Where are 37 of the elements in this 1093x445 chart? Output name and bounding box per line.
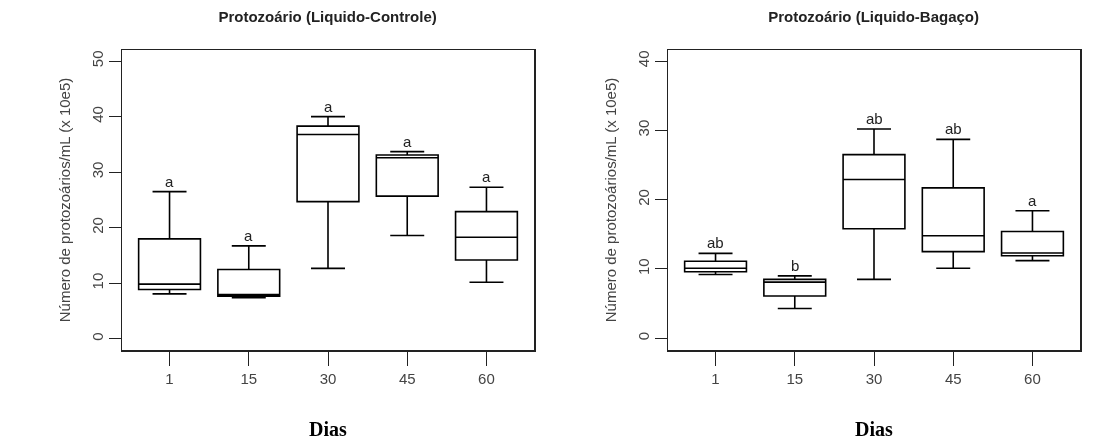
y-tick-label: 0: [88, 332, 106, 341]
annotation: b: [791, 257, 800, 274]
annotation: a: [403, 133, 412, 150]
y-tick-label: 0: [634, 331, 652, 341]
x-axis-title: Dias: [855, 418, 893, 440]
y-tick-label: 20: [88, 217, 106, 234]
annotation: a: [165, 173, 174, 190]
x-tick-label: 45: [398, 369, 416, 387]
annotation: a: [324, 98, 333, 115]
annotation: a: [1028, 192, 1037, 209]
y-tick-label: 10: [634, 258, 652, 276]
x-tick-label: 45: [944, 369, 962, 387]
x-tick-label: 15: [786, 369, 804, 387]
annotation: ab: [866, 110, 883, 127]
y-tick-label: 40: [88, 106, 106, 123]
y-tick-label: 10: [88, 272, 106, 290]
x-tick-label: 60: [1024, 369, 1041, 387]
x-tick-label: 1: [711, 369, 720, 387]
x-tick-label: 30: [319, 369, 337, 387]
x-tick-label: 60: [478, 369, 495, 387]
y-tick-label: 50: [88, 50, 106, 68]
y-tick-label: 40: [634, 50, 652, 68]
y-tick-label: 20: [634, 189, 652, 206]
annotation: ab: [707, 234, 724, 251]
x-tick-label: 15: [240, 369, 258, 387]
chart-title: Protozoário (Liquido-Controle): [218, 7, 437, 25]
x-tick-label: 1: [165, 369, 174, 387]
y-axis-title: Número de protozoários/mL (x 10e5): [602, 77, 619, 323]
annotation: ab: [945, 120, 962, 137]
y-tick-label: 30: [88, 161, 106, 179]
chart-title: Protozoário (Liquido-Bagaço): [768, 7, 980, 25]
y-axis-title: Número de protozoários/mL (x 10e5): [56, 77, 73, 323]
annotation: a: [244, 227, 253, 244]
y-tick-label: 30: [634, 119, 652, 137]
x-axis-title: Dias: [309, 418, 347, 440]
annotation: a: [482, 168, 491, 185]
x-tick-label: 30: [865, 369, 883, 387]
